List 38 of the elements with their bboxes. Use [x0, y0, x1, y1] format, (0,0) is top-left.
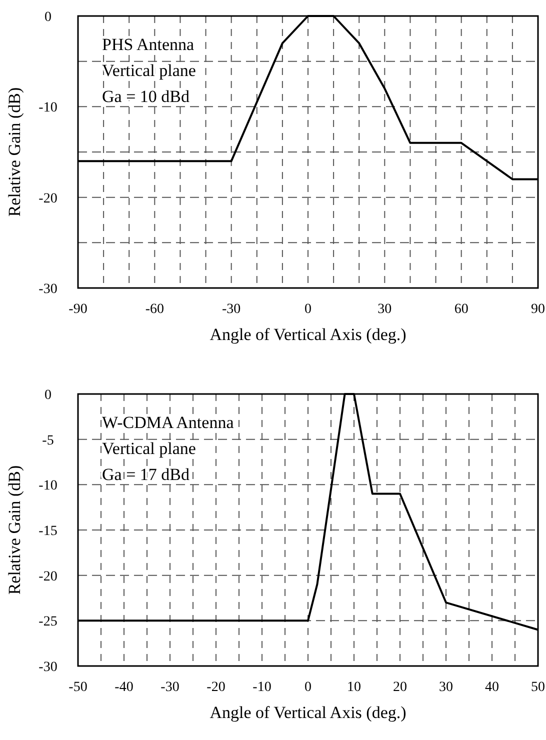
x-tick-label: 90	[531, 302, 545, 317]
x-tick-label: -60	[145, 302, 164, 317]
y-tick-label: -10	[38, 100, 58, 116]
annotation: Vertical plane	[102, 61, 196, 80]
x-tick-label: 30	[439, 680, 453, 695]
annotation: PHS Antenna	[102, 35, 195, 54]
y-tick-label: -5	[42, 433, 54, 448]
y-tick-label: -10	[38, 478, 58, 494]
annotation: Ga = 17 dBd	[102, 465, 190, 484]
y-tick-label: -20	[38, 191, 58, 206]
x-tick-label: 0	[304, 680, 312, 695]
y-tick-label: -20	[38, 569, 58, 584]
y-tick-label: -25	[38, 614, 58, 630]
x-tick-label: 60	[454, 302, 468, 317]
y-tick-label: 0	[44, 388, 52, 403]
y-axis-title: Relative Gain (dB)	[5, 465, 24, 595]
x-axis-title: Angle of Vertical Axis (deg.)	[210, 325, 406, 344]
y-axis-title: Relative Gain (dB)	[5, 87, 24, 217]
x-axis-title: Angle of Vertical Axis (deg.)	[210, 703, 406, 722]
x-tick-label: 50	[531, 680, 545, 695]
x-tick-label: -90	[68, 302, 88, 317]
annotation: W-CDMA Antenna	[102, 413, 234, 432]
x-tick-label: 40	[485, 680, 499, 695]
y-tick-label: -30	[38, 282, 58, 297]
x-tick-label: 10	[347, 680, 361, 695]
annotation: Vertical plane	[102, 439, 196, 458]
x-tick-label: -40	[114, 680, 134, 695]
x-tick-label: -10	[252, 680, 272, 695]
x-tick-label: -30	[222, 302, 241, 317]
x-tick-label: 20	[393, 680, 407, 695]
x-tick-label: 0	[304, 302, 312, 317]
x-tick-label: -20	[206, 680, 226, 695]
y-tick-label: -30	[38, 660, 58, 675]
x-tick-label: -50	[68, 680, 88, 695]
x-tick-label: 30	[378, 302, 392, 317]
y-tick-label: 0	[44, 10, 52, 25]
x-tick-label: -30	[160, 680, 180, 695]
y-tick-label: -15	[38, 524, 58, 539]
